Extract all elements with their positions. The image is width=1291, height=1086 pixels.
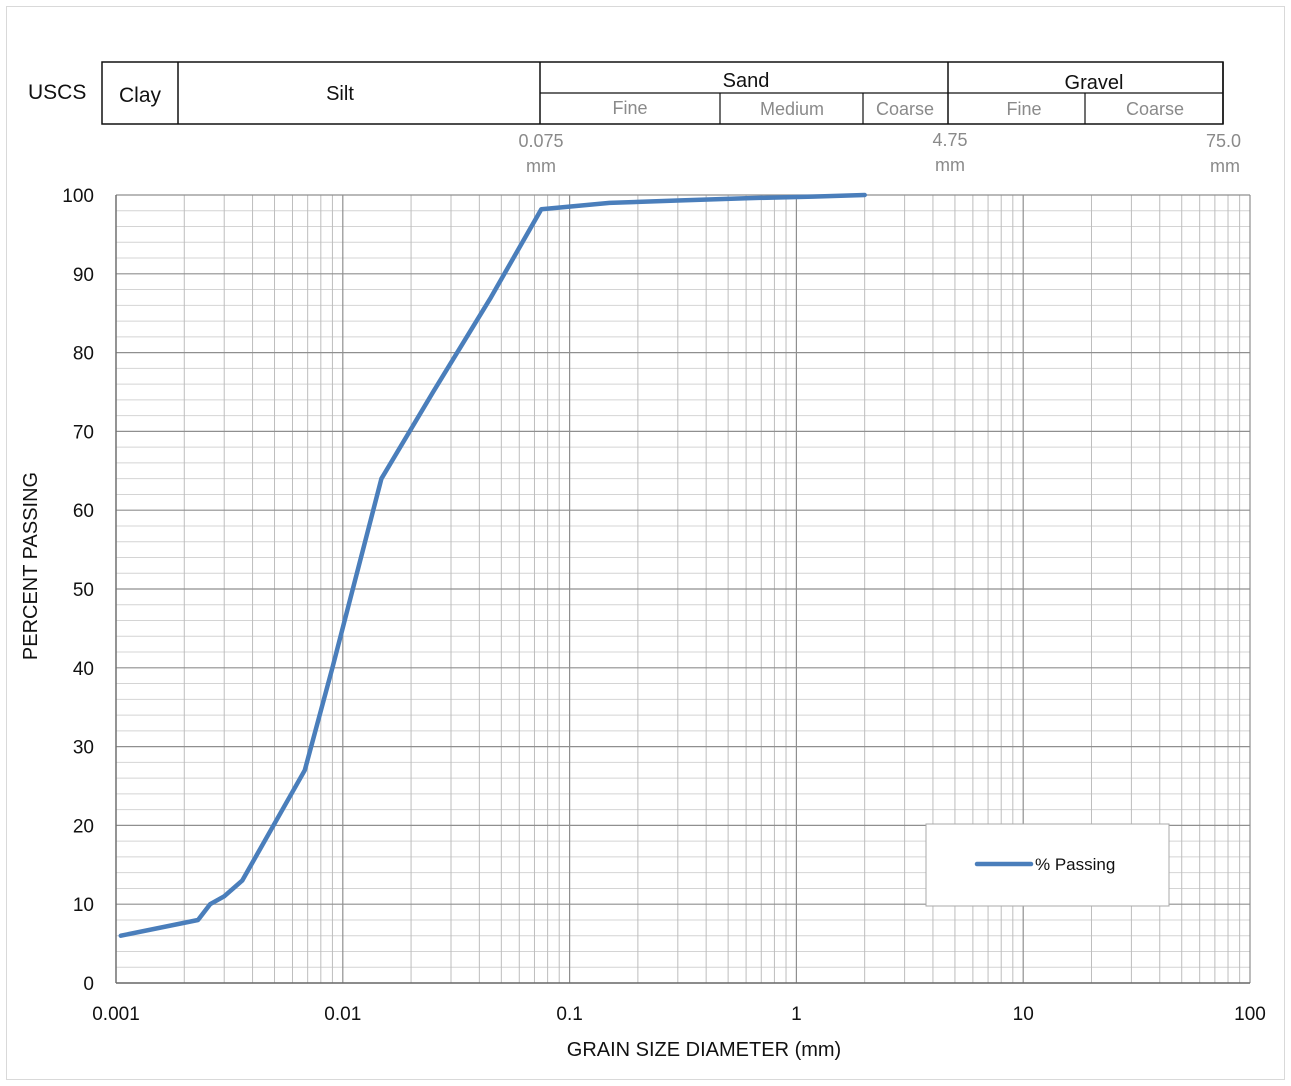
y-tick-label: 90 [73, 265, 94, 286]
uscs-silt: Silt [326, 83, 354, 105]
y-tick-label: 70 [73, 422, 94, 443]
uscs-sand-coarse: Coarse [876, 99, 934, 119]
chart-frame [6, 6, 1285, 1080]
uscs-label: USCS [28, 81, 86, 104]
x-tick-label: 0.1 [556, 1004, 582, 1025]
uscs-sand: Sand [723, 70, 770, 92]
x-tick-label: 0.001 [92, 1004, 140, 1025]
boundary-475-value: 4.75 [932, 130, 967, 150]
y-tick-label: 80 [73, 344, 94, 365]
y-tick-label: 30 [73, 738, 94, 759]
x-axis-title: GRAIN SIZE DIAMETER (mm) [567, 1039, 841, 1061]
boundary-75-value: 75.0 [1206, 131, 1241, 151]
x-tick-label: 10 [1013, 1004, 1034, 1025]
legend: % Passing [925, 823, 1170, 907]
boundary-75-unit: mm [1210, 156, 1240, 176]
series-layer [118, 192, 867, 938]
y-tick-label: 50 [73, 580, 94, 601]
uscs-sand-medium: Medium [760, 99, 824, 119]
y-tick-label: 20 [73, 816, 94, 837]
x-axis-tick-labels: 0.001 0.01 0.1 1 10 100 [92, 1004, 1266, 1025]
uscs-gravel-fine: Fine [1006, 99, 1041, 119]
series-line-percent-passing [118, 192, 867, 938]
uscs-sand-fine: Fine [612, 98, 647, 118]
y-tick-label: 60 [73, 501, 94, 522]
uscs-header: USCS Clay Silt Sand Gravel Fine Medium C… [28, 61, 1241, 176]
boundary-0075-unit: mm [526, 156, 556, 176]
uscs-clay: Clay [119, 84, 162, 107]
x-tick-label: 1 [791, 1004, 802, 1025]
uscs-gravel-coarse: Coarse [1126, 99, 1184, 119]
y-axis-title: PERCENT PASSING [20, 472, 42, 660]
boundary-475-unit: mm [935, 155, 965, 175]
x-tick-label: 0.01 [324, 1004, 361, 1025]
y-axis-tick-labels: 0 10 20 30 40 50 60 70 80 90 100 [62, 186, 94, 995]
legend-box [925, 823, 1170, 907]
y-tick-label: 100 [62, 186, 94, 207]
uscs-gravel: Gravel [1065, 72, 1124, 94]
y-tick-label: 10 [73, 895, 94, 916]
boundary-0075-value: 0.075 [518, 131, 563, 151]
x-tick-label: 100 [1234, 1004, 1266, 1025]
y-tick-label: 40 [73, 659, 94, 680]
legend-label: % Passing [1035, 855, 1115, 874]
y-tick-label: 0 [83, 974, 94, 995]
